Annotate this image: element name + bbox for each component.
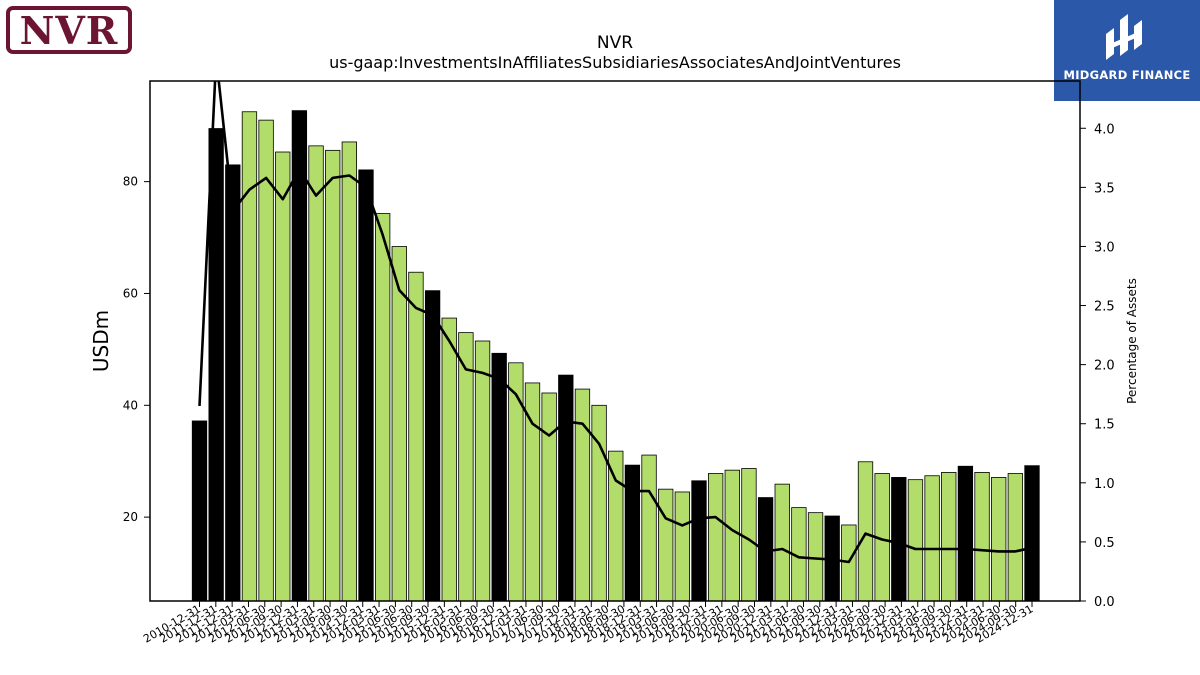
bar [991,477,1007,602]
bar [258,119,274,602]
bar [641,454,657,602]
y-axis-label: USDm [89,310,113,372]
bar [508,362,524,602]
midgard-mark-icon [1106,14,1142,60]
bar [458,332,474,602]
percentage-line [198,81,1033,564]
bar [724,469,740,602]
y-tick-label: 60 [123,286,138,300]
bar [424,290,441,602]
bar [358,169,374,602]
plot-frame [149,80,1081,602]
midgard-finance-text: MIDGARD FINANCE [1063,68,1191,82]
bar [325,149,341,602]
bar [291,110,308,602]
nvr-logo-text: NVR [19,8,119,53]
bar [708,473,724,602]
nvr-logo: NVR [6,6,132,54]
bar [1024,465,1040,602]
bar [857,461,874,602]
midgard-finance-logo: MIDGARD FINANCE [1054,0,1200,101]
y2-tick-label: 2.0 [1094,359,1115,374]
y2-tick-label: 0.0 [1094,595,1115,610]
y2-tick-label: 4.0 [1094,122,1115,137]
y2-tick-label: 2.5 [1094,300,1115,315]
y-tick-label: 80 [123,175,138,189]
bar [374,213,391,602]
y2-tick-label: 1.5 [1094,418,1115,433]
bar [674,491,690,602]
bar [974,471,990,602]
bar [541,392,557,602]
bar [658,488,674,602]
y2-tick-label: 3.5 [1094,181,1115,196]
bar [924,475,940,602]
y-tick-label: 20 [123,510,138,524]
y2-axis-label: Percentage of Assets [1125,278,1139,404]
bar [957,465,974,602]
bar [225,164,241,602]
bar [208,128,224,602]
bar [624,464,641,602]
bar [941,471,957,602]
y2-tick-label: 1.0 [1094,477,1115,492]
bar [608,450,624,602]
bar [341,141,358,602]
chart-title: NVR [597,33,633,53]
bar [807,512,824,602]
bar [441,317,457,602]
bar [191,420,208,602]
bar [1007,473,1023,602]
bar [591,404,607,602]
bar [891,477,907,602]
y2-tick-label: 0.5 [1094,536,1115,551]
bar [408,271,424,602]
bar [308,145,324,602]
percentage-line-series [198,81,1033,564]
bar [474,340,491,602]
bar [691,480,707,602]
bar [741,468,757,602]
bar [558,374,574,602]
bar [491,352,507,602]
bar [907,479,924,602]
bar [774,483,790,602]
bar [275,151,291,602]
y-tick-label: 40 [123,398,138,412]
chart-subtitle: us-gaap:InvestmentsInAffiliatesSubsidiar… [329,53,901,72]
y2-tick-label: 3.0 [1094,240,1115,255]
bar [391,246,407,602]
bar [574,388,591,602]
bar-series [191,110,1040,602]
